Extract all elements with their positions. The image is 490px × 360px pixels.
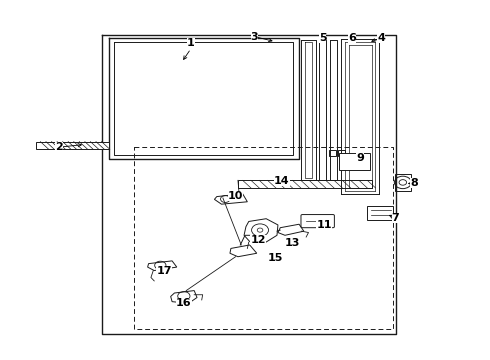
- FancyBboxPatch shape: [301, 215, 334, 228]
- FancyBboxPatch shape: [36, 141, 109, 149]
- Text: 15: 15: [268, 253, 283, 263]
- Bar: [394, 174, 411, 191]
- Text: 7: 7: [392, 213, 399, 223]
- Text: 14: 14: [274, 176, 290, 186]
- Text: 8: 8: [411, 179, 418, 188]
- Text: 2: 2: [55, 142, 63, 152]
- Text: 4: 4: [377, 33, 385, 43]
- Bar: [329, 150, 336, 156]
- Text: 12: 12: [250, 235, 266, 246]
- Bar: [338, 150, 345, 156]
- Text: 3: 3: [250, 32, 258, 41]
- Text: 10: 10: [228, 190, 243, 201]
- Text: 13: 13: [284, 238, 300, 248]
- FancyBboxPatch shape: [339, 153, 369, 170]
- Bar: [238, 180, 372, 188]
- Text: 9: 9: [356, 153, 364, 162]
- Bar: [368, 206, 393, 220]
- Text: 5: 5: [319, 33, 326, 42]
- Text: 17: 17: [156, 266, 172, 275]
- Text: 1: 1: [187, 39, 195, 49]
- Text: 6: 6: [348, 33, 356, 42]
- Text: 16: 16: [176, 298, 192, 308]
- Text: 11: 11: [316, 220, 332, 230]
